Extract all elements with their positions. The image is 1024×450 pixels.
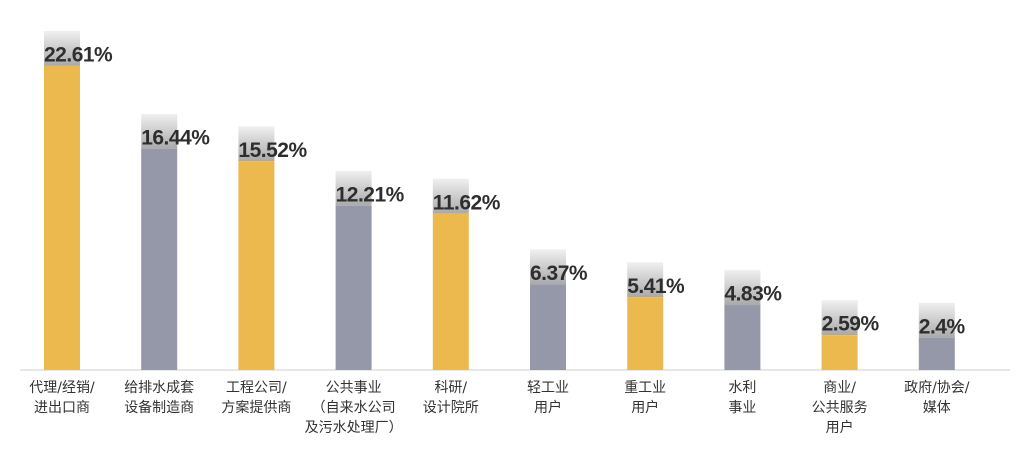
bar-cap [44,30,80,66]
bar-cap [918,302,955,338]
x-tick-label: 政府/协会/ 媒体 [904,380,970,416]
value-label: 5.41% [627,275,685,298]
bar-cap [530,249,566,285]
bar [530,284,566,370]
x-tick-label: 水利 事业 [728,380,757,416]
bar [335,205,372,370]
x-tick-label: 代理/经销/ 进出口商 [29,380,95,416]
value-label: 15.52% [238,139,307,162]
bar-cap [141,113,178,149]
bar-cap [821,300,858,336]
value-label: 11.62% [433,191,501,214]
bar [627,297,664,370]
bar-cap [724,270,761,306]
x-tick-label: 轻工业 用户 [527,380,569,416]
bar-cap [627,262,664,298]
bar [141,148,178,370]
value-label: 22.61% [44,43,113,66]
bar [821,335,858,370]
x-tick-label: 重工业 用户 [624,380,667,416]
bar [724,305,761,370]
bar-cap [238,126,275,162]
x-tick-label: 科研/ 设计院所 [422,380,479,416]
bar [238,161,275,370]
bar [432,213,469,370]
x-tick-label: 给排水成套 设备制造商 [124,380,195,416]
x-tick-label: 公共事业 （自来水公司 及污水处理厂） [304,380,403,436]
value-label: 16.44% [141,126,210,149]
value-label: 2.59% [822,313,880,336]
value-label: 6.37% [530,262,588,285]
value-label: 2.4% [919,315,966,338]
value-label: 12.21% [336,183,405,206]
bar [918,337,955,370]
value-label: 4.83% [724,283,782,306]
bar-cap [335,170,372,206]
x-tick-label: 工程公司/ 方案提供商 [221,380,292,416]
bar-cap [432,178,469,214]
x-tick-label: 商业/ 公共服务 用户 [811,380,868,436]
bar [44,65,80,370]
